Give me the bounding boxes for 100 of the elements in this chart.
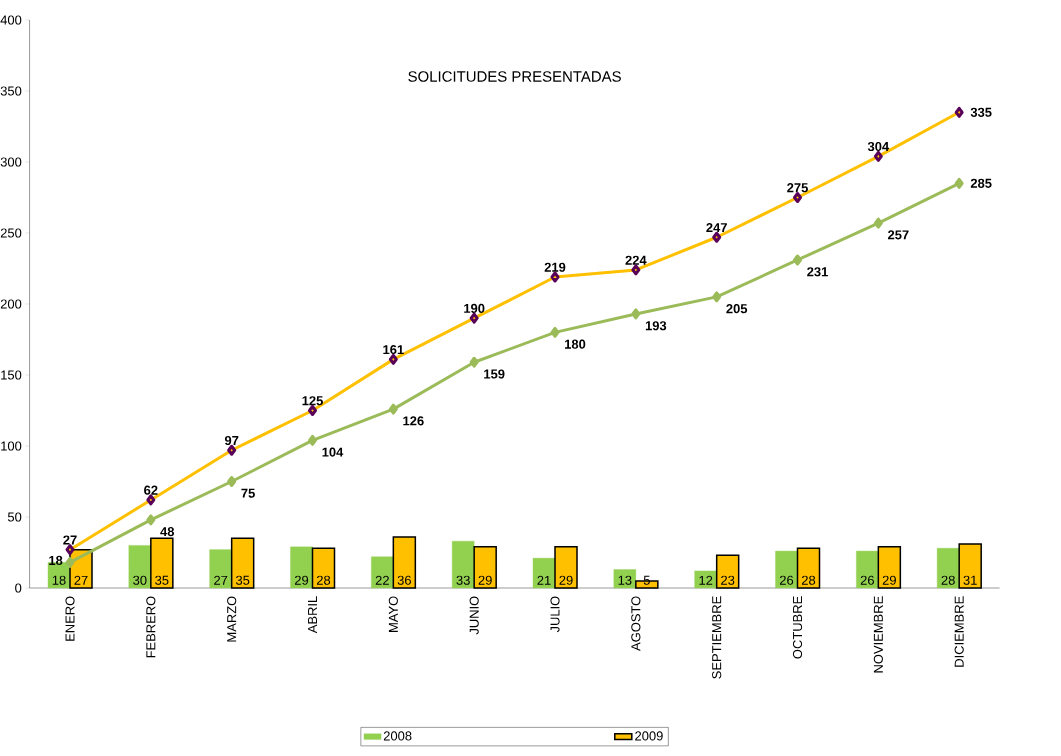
point [388,403,398,415]
data-label: 35 [235,575,250,585]
y-tick-label: 0 [15,583,22,593]
data-label: 205 [726,304,748,314]
x-tick-label: MARZO [227,596,237,642]
x-tick-label: AGOSTO [631,596,641,651]
legend-label: 2008 [383,731,412,741]
data-label: 28 [316,575,331,585]
bar [290,546,313,589]
bar [128,545,152,589]
data-label: 29 [559,575,573,585]
point [550,271,560,283]
y-tick-label: 250 [0,228,22,238]
x-tick-label: NOVIEMBRE [873,596,883,673]
point [146,514,156,526]
bar [613,569,637,589]
x-tick-label: ABRIL [308,596,317,634]
point [550,326,560,338]
data-label: 29 [478,575,492,585]
y-tick-label: 150 [1,370,22,380]
data-label: 219 [544,262,566,272]
data-label: 35 [155,575,169,585]
data-label: 28 [801,575,816,585]
data-label: 48 [160,527,175,537]
point [308,405,317,416]
y-tick-label: 100 [1,441,22,451]
text: SOLICITUDES PRESENTADAS [408,71,621,82]
data-label: 126 [403,416,424,426]
data-label: 30 [133,575,147,585]
point [227,476,237,487]
data-label: 31 [963,575,977,585]
point [65,556,75,568]
bar [371,556,394,589]
data-label: 27 [74,575,88,585]
data-label: 180 [565,339,586,349]
x-tick-label: SEPTIEMBRE [712,596,722,679]
bar [209,549,232,589]
data-label: 97 [224,435,239,446]
data-label: 29 [294,575,309,585]
data-label: 18 [52,575,66,585]
y-tick-label: 400 [0,15,22,25]
point [146,494,156,506]
data-label: 231 [807,267,828,277]
data-label: 26 [860,575,874,585]
data-label: 75 [241,488,255,498]
bar [532,557,556,589]
data-label: 224 [625,255,647,265]
point [388,353,398,365]
bar [775,550,798,589]
data-label: 193 [645,321,667,331]
point [712,231,722,243]
y-tick-label: 50 [7,512,22,522]
point [65,544,75,556]
data-label: 22 [375,575,389,585]
point [308,434,317,446]
bar [936,548,960,589]
point [469,312,479,324]
data-label: 21 [537,575,551,585]
x-tick-label: JUNIO [469,596,479,635]
data-label: 125 [302,396,323,406]
point [873,217,883,229]
data-label: 33 [456,575,470,585]
y-tick-label: 350 [0,86,22,96]
data-label: 36 [397,575,411,585]
bar [694,570,717,589]
x-tick-label: JULIO [550,596,560,633]
point [469,356,479,368]
data-label: 304 [867,141,890,152]
point [873,150,883,162]
data-label: 18 [49,555,63,566]
point [631,264,641,276]
data-label: 27 [214,575,228,585]
data-label: 13 [618,575,632,585]
data-label: 161 [383,345,404,355]
data-label: 28 [941,575,955,585]
x-tick-label: DICIEMBRE [954,596,964,667]
data-label: 335 [970,107,992,117]
data-label: 62 [144,485,158,495]
point [712,291,722,303]
point [793,254,803,266]
point [954,106,964,118]
y-tick-label: 300 [0,157,22,167]
bar [451,540,475,589]
x-tick-label: FEBRERO [146,596,156,658]
data-label: 26 [779,575,794,585]
data-label: 159 [484,369,505,379]
x-tick-label: ENERO [65,596,75,641]
x-tick-label: MAYO [388,596,398,632]
data-label: 12 [699,575,713,585]
x-tick-label: OCTUBRE [792,596,803,659]
data-label: 257 [888,230,909,240]
data-label: 29 [882,575,896,585]
data-label: 104 [322,447,344,457]
data-label: 247 [706,223,727,233]
y-tick-label: 200 [0,299,22,309]
point [227,444,237,456]
data-label: 190 [464,303,485,313]
bar [856,550,879,589]
data-label: 27 [63,535,77,545]
legend-label: 2009 [635,731,663,741]
